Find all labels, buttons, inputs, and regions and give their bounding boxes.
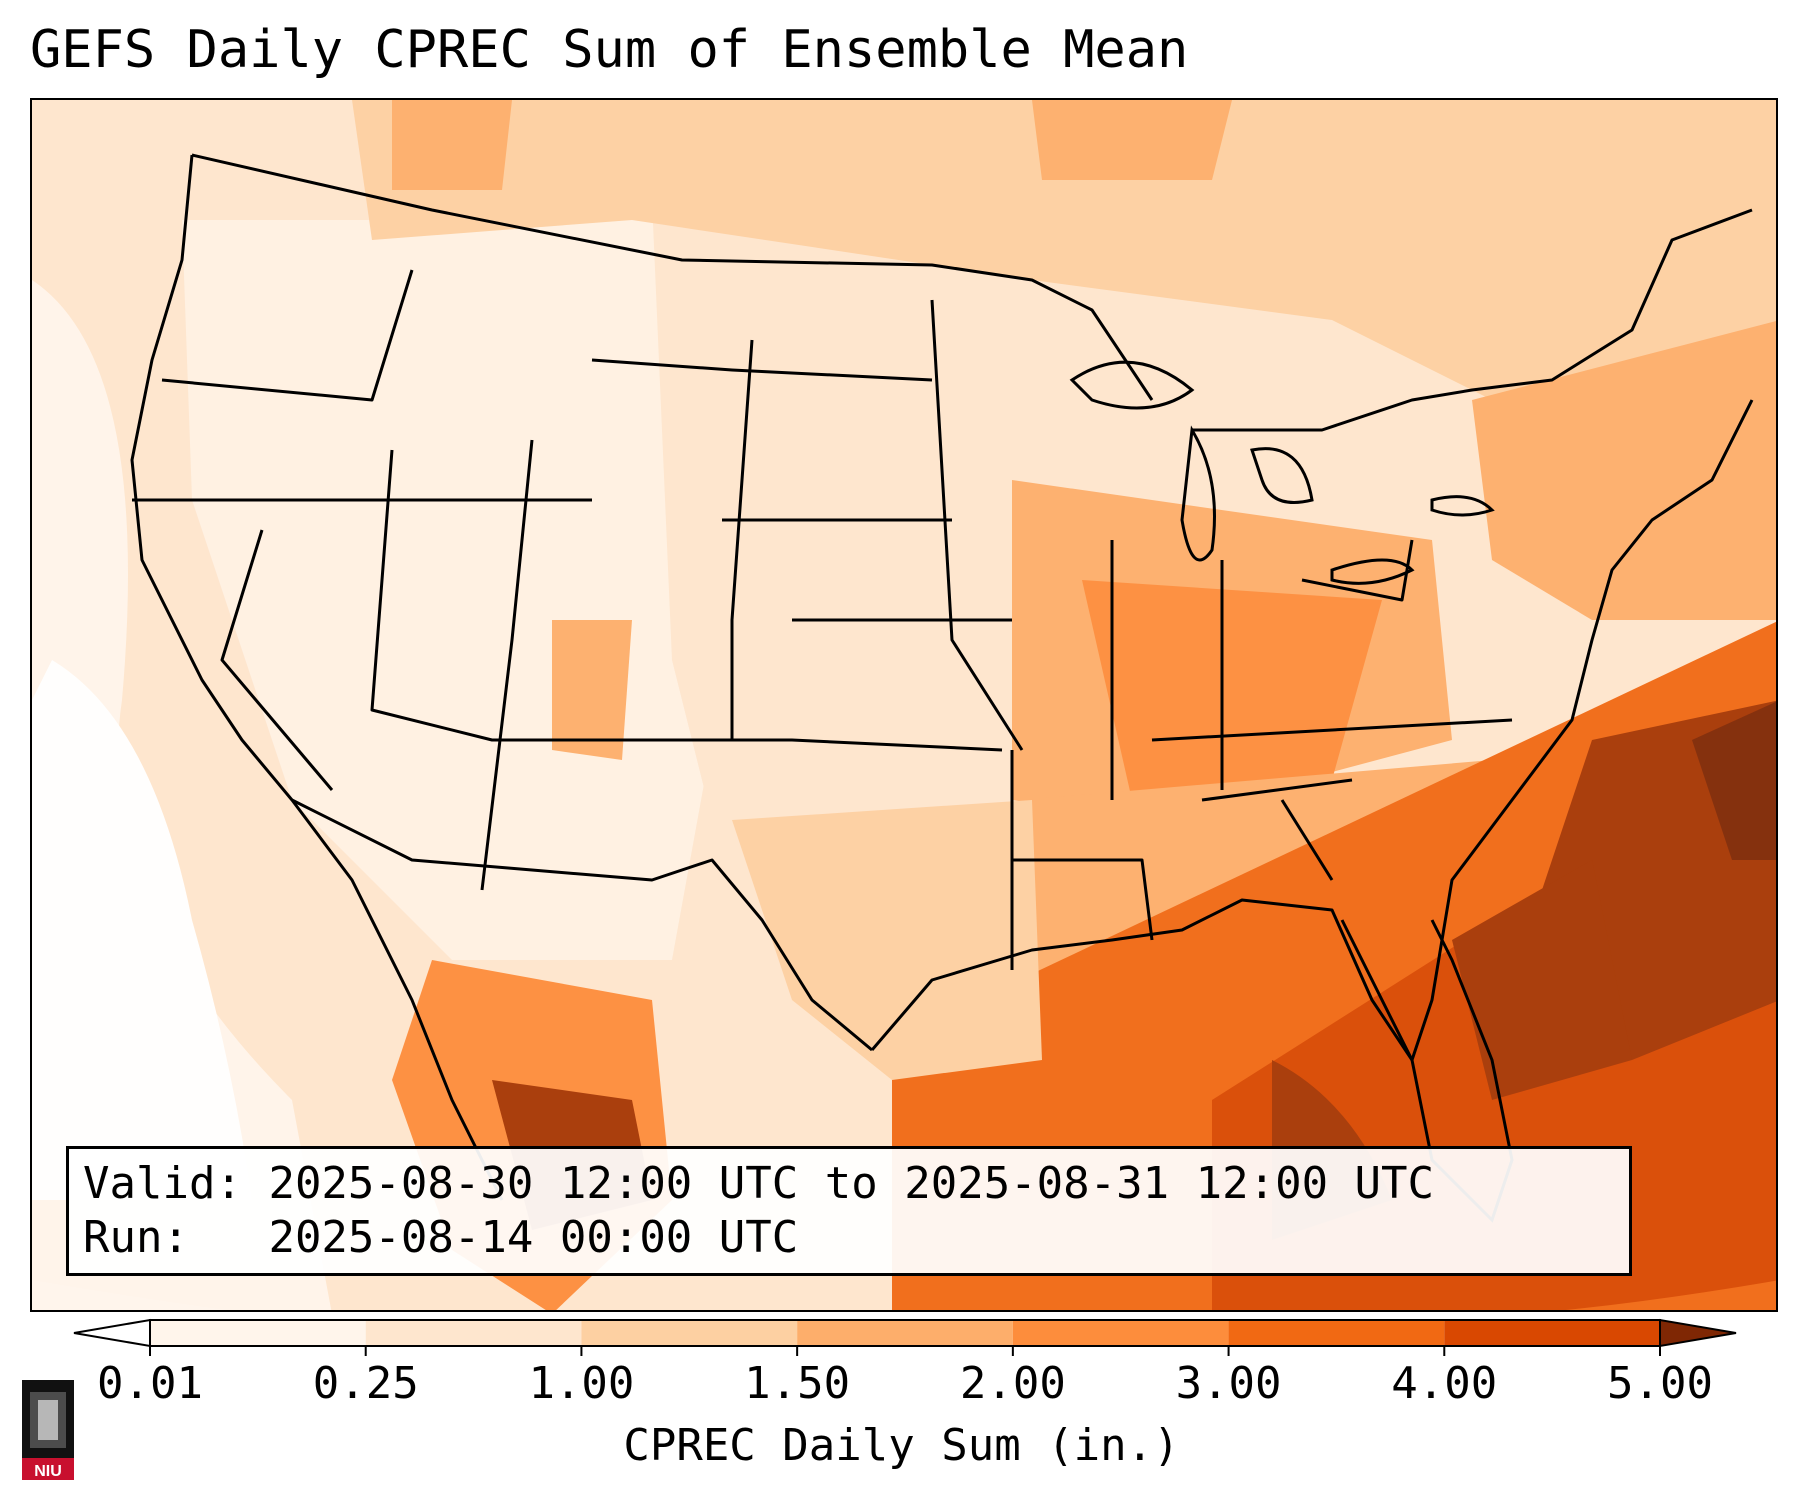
colorbar-segment [150, 1320, 366, 1346]
colorbar-tick-label: 4.00 [1391, 1358, 1498, 1409]
us-canada-border [191, 153, 1154, 401]
colorbar-under-extension [73, 1318, 151, 1348]
precipitation-map [32, 100, 1776, 1310]
great-lakes [1069, 360, 1495, 585]
colorbar-segment [1444, 1320, 1660, 1346]
colorbar-tick-label: 3.00 [1175, 1358, 1282, 1409]
colorbar-over-extension [1659, 1318, 1737, 1348]
gulf-coastline [870, 399, 1754, 1062]
us-mexico-border [291, 798, 873, 1052]
colorbar-segment [365, 1320, 582, 1346]
colorbar-segment [581, 1320, 798, 1346]
boundaries [130, 153, 1754, 1201]
colorbar-tick-label: 1.00 [528, 1358, 635, 1409]
colorbar-tick-label: 1.50 [744, 1358, 851, 1409]
colorbar-label: CPREC Daily Sum (in.) [623, 1420, 1180, 1471]
valid-value: 2025-08-30 12:00 UTC to 2025-08-31 12:00… [268, 1158, 1435, 1209]
valid-run-info-box: Valid: 2025-08-30 12:00 UTC to 2025-08-3… [66, 1146, 1632, 1276]
page-title: GEFS Daily CPREC Sum of Ensemble Mean [30, 20, 1189, 80]
colorbar [73, 1318, 1737, 1356]
valid-label: Valid: [83, 1158, 242, 1209]
colorbar-tick-label: 5.00 [1607, 1358, 1713, 1409]
pacific-coastline [130, 154, 504, 1201]
shading-zones [32, 100, 1776, 1310]
colorbar-tick-label: 0.01 [97, 1358, 203, 1409]
map-panel [30, 98, 1778, 1312]
run-value: 2025-08-14 00:00 UTC [268, 1212, 799, 1263]
run-label: Run: [83, 1212, 189, 1263]
niu-logo-text: NIU [34, 1463, 62, 1480]
colorbar-segment [1012, 1320, 1229, 1346]
colorbar-tick-label: 0.25 [312, 1358, 419, 1409]
colorbar-segment [1228, 1320, 1445, 1346]
niu-logo-icon: NIU [22, 1380, 74, 1480]
colorbar-tick-label: 2.00 [959, 1358, 1066, 1409]
colorbar-segment [797, 1320, 1013, 1346]
colorbar-outline [149, 1319, 1661, 1347]
